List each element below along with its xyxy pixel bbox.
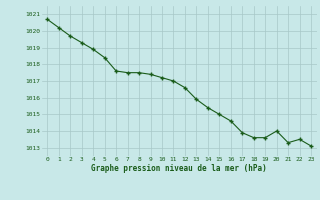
X-axis label: Graphe pression niveau de la mer (hPa): Graphe pression niveau de la mer (hPa) bbox=[91, 164, 267, 173]
